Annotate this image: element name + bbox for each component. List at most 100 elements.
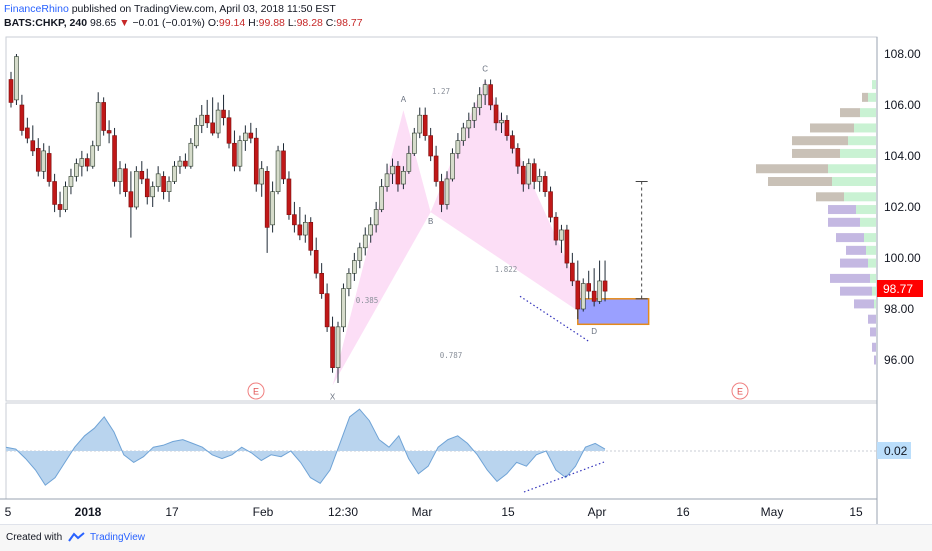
candle-up — [455, 140, 461, 154]
volume-bar-down — [792, 136, 848, 146]
point-label-d: D — [591, 327, 597, 336]
candle-down — [286, 178, 292, 215]
event-marker-1[interactable]: E — [247, 382, 265, 400]
candle-up — [537, 176, 542, 182]
candle-up — [237, 140, 243, 167]
candle-up — [194, 125, 199, 147]
candle-down — [112, 135, 117, 182]
price-chart[interactable]: X A B C D 1.27 0.385 1.822 0.787 E E 108… — [0, 0, 932, 524]
xab-triangle — [332, 110, 431, 386]
candle-down — [591, 290, 597, 302]
candle-up — [357, 247, 363, 261]
candle-down — [248, 132, 254, 139]
candle-up — [199, 114, 205, 126]
tradingview-link[interactable]: TradingView — [90, 532, 146, 543]
footer-bar: Created with TradingView — [0, 524, 932, 551]
current-price-badge: 98.77 — [877, 280, 923, 297]
candle-down — [85, 158, 90, 167]
created-with-text: Created with — [6, 532, 63, 543]
time-tick: 15 — [849, 505, 863, 519]
tradingview-logo-icon — [68, 532, 85, 542]
price-tick: 98.00 — [884, 302, 914, 316]
candle-down — [253, 137, 259, 185]
publish-line: FinanceRhino published on TradingView.co… — [4, 2, 924, 16]
volume-bar-up — [860, 217, 876, 227]
candle-down — [548, 191, 553, 218]
volume-bar-down — [854, 299, 874, 309]
point-label-c: C — [482, 65, 488, 74]
candle-up — [302, 222, 308, 236]
candle-up — [79, 158, 85, 167]
candle-up — [14, 56, 19, 101]
candle-down — [183, 160, 188, 167]
candle-down — [8, 79, 14, 103]
candle-up — [482, 84, 488, 96]
candle-down — [313, 250, 319, 274]
high-label: H: — [248, 17, 259, 29]
volume-bar-down — [872, 342, 876, 352]
volume-bar-up — [864, 233, 876, 243]
high-value: 99.88 — [258, 17, 285, 29]
oscillator-area — [6, 409, 605, 486]
price-tick: 104.00 — [884, 149, 921, 163]
candle-down — [531, 163, 537, 182]
volume-bar-down — [768, 177, 832, 186]
volume-profile — [756, 80, 876, 365]
time-tick: 5 — [5, 505, 12, 519]
candle-up — [117, 168, 123, 182]
target-zone-box[interactable] — [577, 298, 650, 326]
candle-down — [264, 171, 270, 228]
candle-up — [335, 326, 341, 368]
oscillator-value-badge: 0.02 — [877, 442, 911, 459]
candle-up — [373, 209, 379, 226]
volume-bar-down — [846, 245, 866, 255]
volume-bar-down — [828, 205, 856, 215]
author-link[interactable]: FinanceRhino — [4, 3, 69, 15]
candle-down — [144, 178, 150, 198]
candle-up — [166, 181, 172, 192]
candle-up — [417, 114, 423, 134]
close-value: 98.77 — [336, 17, 363, 29]
candle-up — [68, 176, 74, 187]
candle-down — [25, 127, 30, 139]
volume-bar-down — [840, 258, 868, 268]
volume-bar-up — [844, 192, 876, 202]
candle-down — [123, 168, 128, 193]
time-axis[interactable]: 5 2018 17 Feb 12:30 Mar 15 Apr 16 May 15 — [5, 505, 863, 519]
candle-up — [444, 178, 450, 205]
target-zone[interactable] — [577, 181, 650, 326]
time-tick: May — [761, 505, 784, 519]
candle-up — [270, 191, 275, 226]
low-label: L: — [287, 17, 297, 29]
volume-bar-up — [848, 136, 876, 146]
oscillator-value-label: 0.02 — [884, 444, 908, 458]
candle-up — [379, 186, 384, 210]
candle-up — [526, 163, 532, 185]
candle-up — [352, 260, 357, 274]
volume-bar-up — [874, 299, 876, 309]
point-label-b: B — [428, 217, 433, 226]
bcd-triangle — [430, 79, 595, 322]
candle-up — [41, 150, 47, 172]
price-axis[interactable]: 108.00 106.00 104.00 102.00 100.00 98.00… — [884, 47, 921, 367]
volume-bar-down — [810, 123, 854, 133]
time-tick: Feb — [253, 505, 274, 519]
candle-up — [259, 168, 265, 185]
volume-bar-up — [860, 108, 876, 118]
candle-up — [401, 171, 406, 185]
candle-down — [324, 293, 330, 328]
published-text: published on TradingView.com, April 03, … — [71, 3, 336, 15]
candle-down — [575, 280, 581, 310]
candle-down — [553, 216, 559, 241]
candle-down — [493, 104, 499, 124]
volume-bar-down — [840, 286, 872, 296]
volume-bar-up — [868, 258, 876, 268]
time-tick: 2018 — [75, 505, 102, 519]
candle-up — [346, 272, 352, 289]
candle-down — [319, 272, 324, 294]
event-marker-2[interactable]: E — [731, 382, 749, 400]
symbol-label[interactable]: BATS:CHKP, 240 — [4, 17, 88, 29]
oscillator-line — [5, 408, 606, 486]
candle-down — [488, 84, 493, 106]
candle-up — [477, 94, 483, 108]
